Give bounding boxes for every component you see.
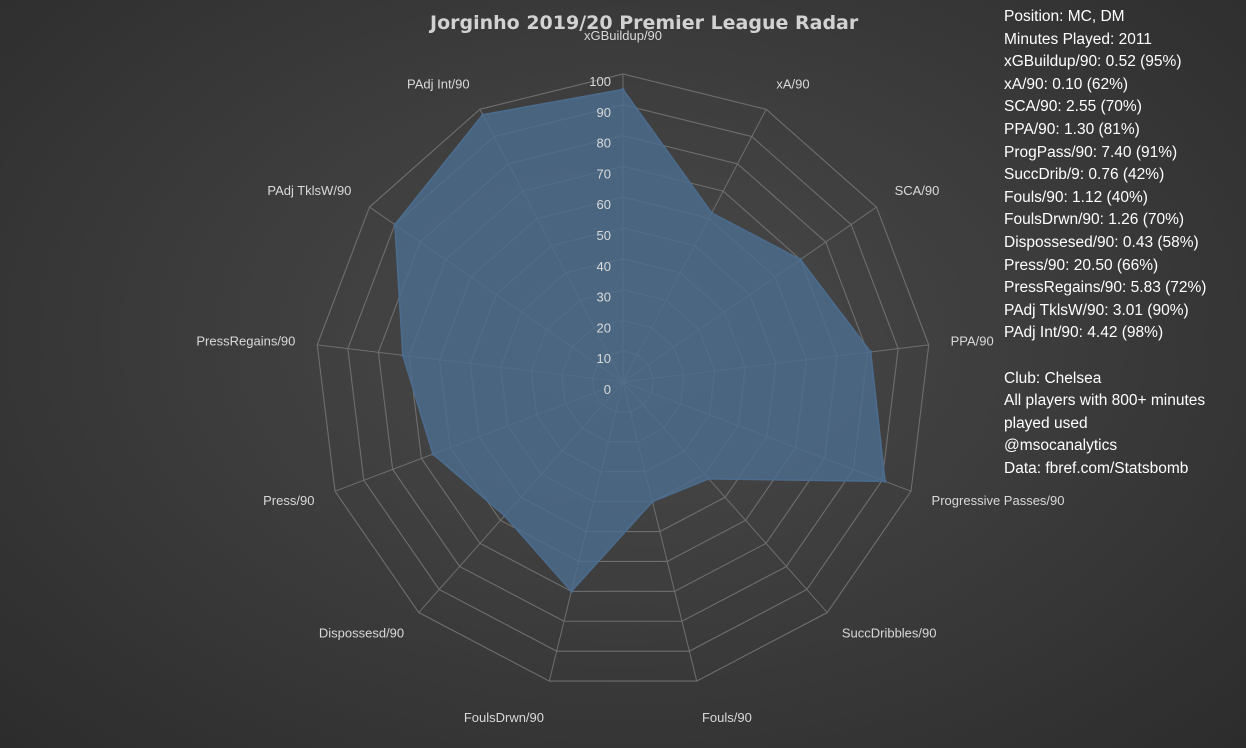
data-point — [393, 223, 397, 227]
info-line: FoulsDrwn/90: 1.26 (70%) — [1004, 211, 1185, 229]
data-point — [710, 211, 714, 215]
info-line: Dispossesed/90: 0.43 (58%) — [1004, 233, 1199, 251]
info-line: Fouls/90: 1.12 (40%) — [1004, 188, 1148, 206]
info-line: SCA/90: 2.55 (70%) — [1004, 98, 1142, 116]
category-label: SCA/90 — [895, 183, 940, 198]
data-point — [798, 258, 802, 262]
info-line: Minutes Played: 2011 — [1004, 30, 1152, 48]
data-point — [707, 477, 711, 481]
data-point — [650, 500, 654, 504]
category-label: Fouls/90 — [702, 710, 752, 725]
category-label: FoulsDrwn/90 — [464, 710, 544, 725]
info-line: Press/90: 20.50 (66%) — [1004, 256, 1159, 274]
category-label: PAdj TklsW/90 — [267, 183, 351, 198]
info-line: SuccDrib/9: 0.76 (42%) — [1004, 166, 1165, 184]
tick-label: 20 — [597, 320, 611, 335]
info-line: PAdj TklsW/90: 3.01 (90%) — [1004, 301, 1189, 319]
category-label: PPA/90 — [951, 333, 994, 348]
data-point — [481, 113, 485, 117]
category-label: PressRegains/90 — [196, 333, 295, 348]
category-label: Press/90 — [263, 493, 314, 508]
category-label: xA/90 — [776, 76, 809, 91]
info-panel: Position: MC, DM Minutes Played: 2011 xGBu… — [1004, 6, 1242, 480]
data-point — [569, 589, 573, 593]
info-line: Position: MC, DM — [1004, 8, 1125, 25]
tick-label: 0 — [604, 382, 611, 397]
tick-label: 50 — [597, 228, 611, 243]
tick-label: 100 — [589, 74, 611, 89]
data-point — [503, 514, 507, 518]
tick-label: 40 — [597, 259, 611, 274]
info-line: xA/90: 0.10 (62%) — [1004, 75, 1129, 93]
tick-label: 60 — [597, 197, 611, 212]
info-line: All players with 800+ minutes — [1004, 392, 1206, 410]
tick-label: 30 — [597, 290, 611, 305]
tick-label: 90 — [597, 105, 611, 120]
info-line: PressRegains/90: 5.83 (72%) — [1004, 279, 1207, 297]
grid-ring — [347, 104, 899, 652]
tick-label: 80 — [597, 136, 611, 151]
info-line: Data: fbref.com/Statsbomb — [1004, 459, 1189, 477]
radar-area — [393, 87, 887, 593]
data-point — [431, 452, 435, 456]
data-point — [869, 350, 873, 354]
tick-label: 10 — [597, 351, 611, 366]
tick-label: 70 — [597, 166, 611, 181]
category-label: Progressive Passes/90 — [932, 493, 1065, 508]
info-line: PPA/90: 1.30 (81%) — [1004, 120, 1140, 138]
data-point — [621, 87, 625, 91]
series-area — [394, 88, 886, 593]
info-line: PAdj Int/90: 4.42 (98%) — [1004, 324, 1164, 342]
category-label: SuccDribbles/90 — [842, 625, 937, 640]
radar-category-labels: xGBuildup/90 xA/90 SCA/90 PPA/90 Progressive… — [196, 28, 1064, 725]
info-line: ProgPass/90: 7.40 (91%) — [1004, 143, 1178, 161]
category-label: Dispossesd/90 — [319, 625, 404, 640]
info-line: xGBuildup/90: 0.52 (95%) — [1004, 53, 1182, 71]
category-label: xGBuildup/90 — [584, 28, 662, 43]
info-line: played used — [1004, 414, 1088, 432]
grid-ring — [316, 73, 930, 682]
radar-tick-labels: 0 10 20 30 40 50 60 70 80 90 100 — [589, 74, 611, 397]
info-line: @msocanalytics — [1004, 437, 1118, 455]
info-line: Club: Chelsea — [1004, 369, 1102, 387]
data-point — [883, 479, 887, 483]
category-label: PAdj Int/90 — [407, 76, 470, 91]
data-point — [401, 353, 405, 357]
